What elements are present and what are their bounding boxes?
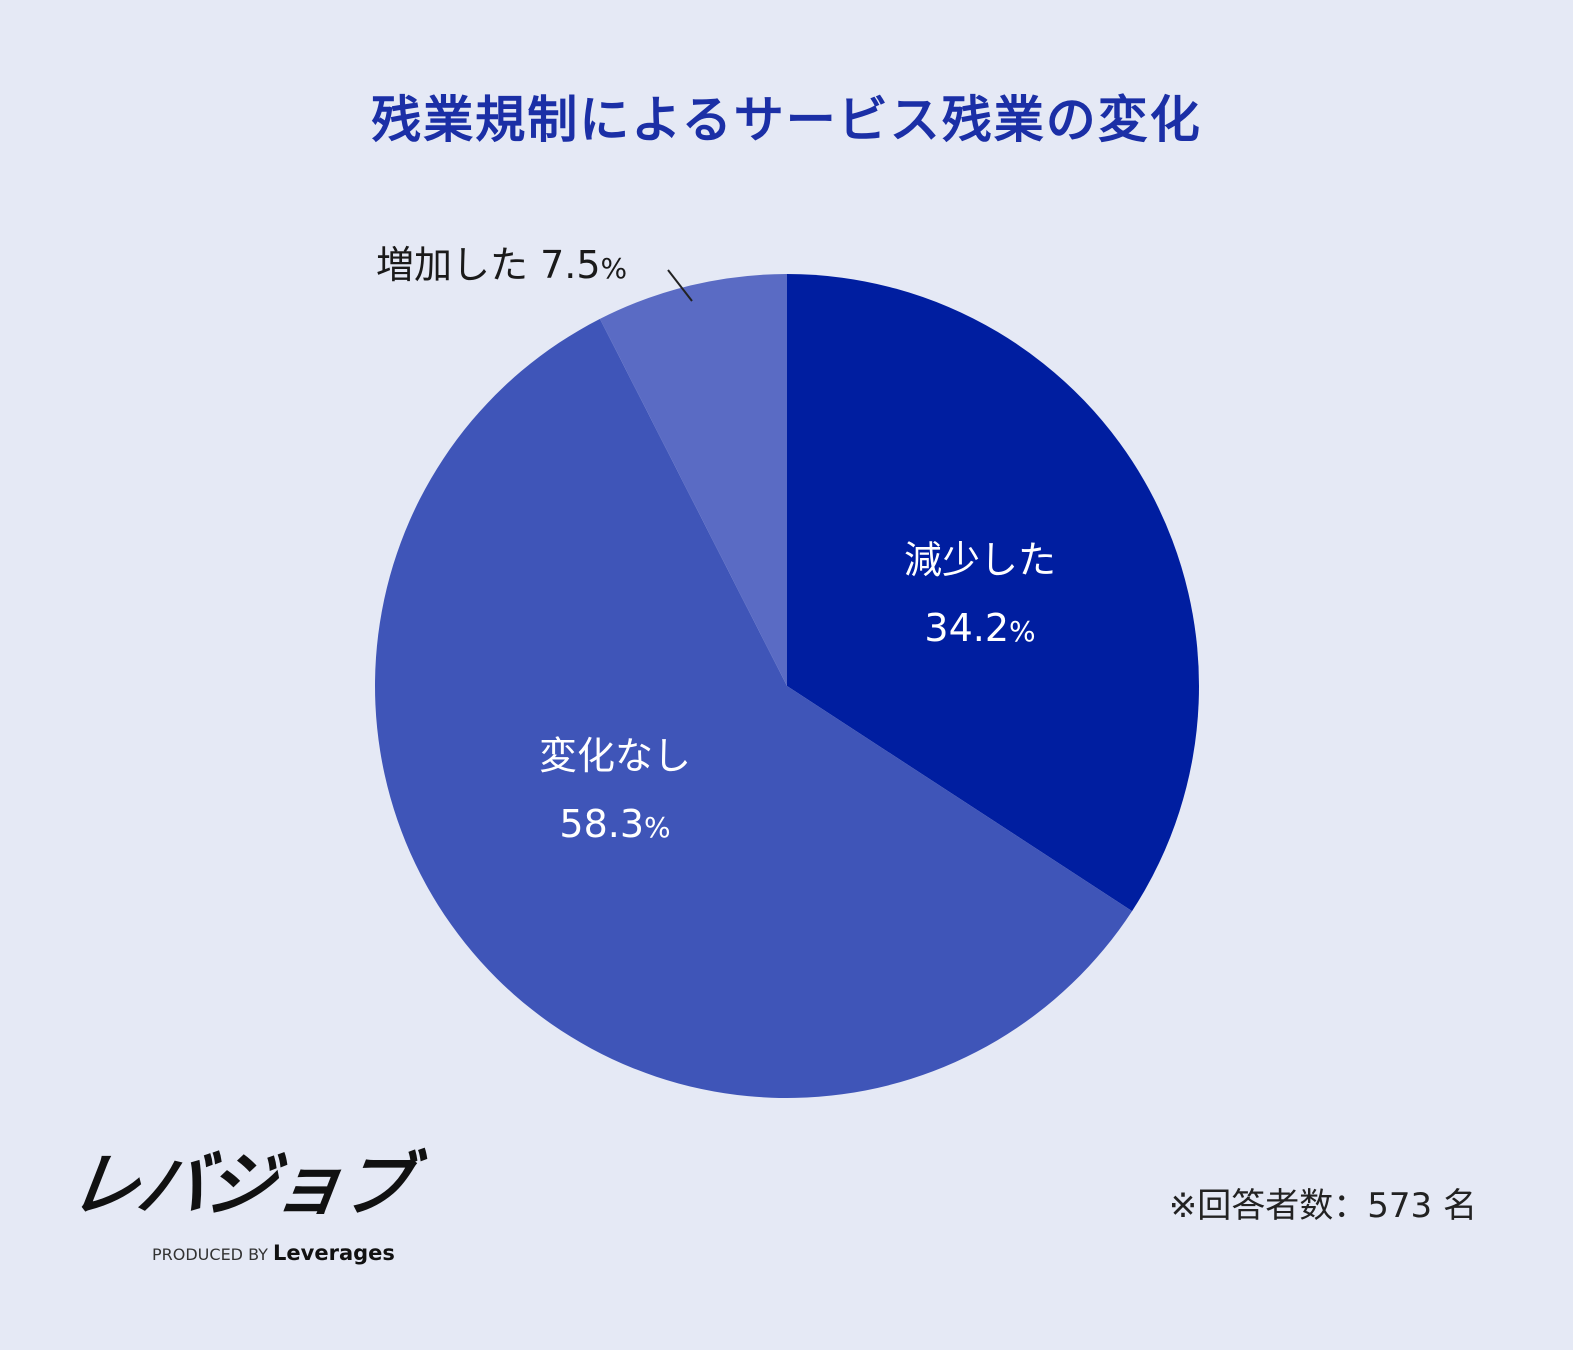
leader-line [667, 269, 693, 302]
slice-name: 変化なし [538, 734, 691, 778]
percent-sign: % [644, 811, 671, 844]
slice-value: 34.2 [924, 606, 1009, 650]
slice-value: 7.5 [540, 243, 601, 287]
pie-slice-2 [599, 274, 787, 686]
percent-sign: % [600, 252, 628, 285]
slice-value: 58.3 [559, 802, 644, 846]
slice-label-increased: 増加した 7.5% [376, 240, 627, 294]
slice-label-decreased: 減少した 34.2% [880, 526, 1080, 666]
percent-sign: % [1009, 615, 1036, 648]
pie-slice-1 [375, 318, 1133, 1099]
pie-slice-0 [787, 274, 1199, 912]
logo: レバジョブ [64, 1144, 416, 1226]
produced-by-text: PRODUCED BY [152, 1245, 268, 1264]
respondents-note: ※回答者数：573 名 [1168, 1186, 1477, 1226]
produced-by: PRODUCED BY Leverages [152, 1240, 395, 1268]
chart-title: 残業規制によるサービス残業の変化 [371, 91, 1202, 149]
brand-name: Leverages [273, 1241, 395, 1265]
slice-name: 減少した [903, 538, 1056, 582]
slice-label-unchanged: 変化なし 58.3% [515, 722, 715, 862]
slice-name: 増加した [376, 243, 529, 287]
